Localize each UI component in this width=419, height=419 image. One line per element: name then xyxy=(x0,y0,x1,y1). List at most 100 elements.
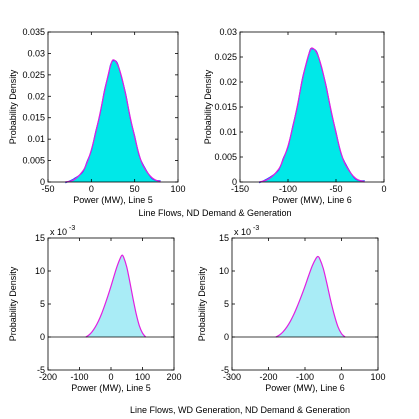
x-tick-label: 0 xyxy=(89,184,94,194)
data-point xyxy=(114,275,115,276)
y-tick-label: 0.035 xyxy=(22,27,45,37)
data-point xyxy=(121,76,122,77)
data-point xyxy=(308,275,309,276)
y-tick-label: 5 xyxy=(40,299,45,309)
data-point xyxy=(304,286,305,287)
data-point xyxy=(279,334,280,335)
data-point xyxy=(95,132,96,133)
axes-box xyxy=(47,31,179,183)
data-point xyxy=(321,66,322,67)
y-tick-label: 0 xyxy=(40,177,45,187)
data-point xyxy=(130,117,131,118)
y-axis-label: Probability Density xyxy=(8,266,18,341)
fitted-density-curve xyxy=(85,254,147,338)
chart-top-right: -150 -100 -50 0 0 0.005 0.01 0.015 0.02 0.025 0.03… xyxy=(203,27,387,205)
data-point xyxy=(143,166,144,167)
y-tick-label: 0.015 xyxy=(22,113,45,123)
data-point xyxy=(307,59,308,60)
y-tick-label: 15 xyxy=(35,233,45,243)
data-point xyxy=(312,265,313,266)
data-point xyxy=(309,50,310,51)
data-point xyxy=(125,96,126,97)
y-tick-label: 5 xyxy=(224,299,229,309)
y-axis-label: Probability Density xyxy=(203,69,213,144)
data-point xyxy=(129,282,130,283)
y-exponent-power: -3 xyxy=(69,225,75,232)
data-point xyxy=(355,177,356,178)
data-point xyxy=(297,305,298,306)
data-point xyxy=(138,154,139,155)
x-tick-label: -100 xyxy=(279,184,297,194)
data-point xyxy=(120,257,121,258)
data-point xyxy=(345,164,346,165)
data-point xyxy=(297,104,298,105)
data-point xyxy=(315,258,316,259)
x-tick-label: -200 xyxy=(39,372,57,382)
y-tick-label: -5 xyxy=(221,365,229,375)
y-exponent-label: x 10 xyxy=(50,227,67,237)
y-tick-label: 0.01 xyxy=(219,127,237,137)
fitted-density-curve xyxy=(275,255,346,338)
data-point xyxy=(126,266,127,267)
y-axis-label: Probability Density xyxy=(8,69,18,144)
data-point xyxy=(319,258,320,259)
x-axis-label: Power (MW), Line 6 xyxy=(272,195,352,205)
data-point xyxy=(292,126,293,127)
data-point xyxy=(108,72,109,73)
data-point xyxy=(73,179,74,180)
y-tick-label: 0.03 xyxy=(27,48,45,58)
data-point xyxy=(104,91,105,92)
data-point xyxy=(139,325,140,326)
y-axis-label: Probability Density xyxy=(197,266,207,341)
data-point xyxy=(82,171,83,172)
x-tick-label: 50 xyxy=(130,184,140,194)
x-tick-label: 0 xyxy=(381,184,386,194)
data-point xyxy=(136,313,137,314)
data-point xyxy=(112,59,113,60)
data-point xyxy=(123,257,124,258)
x-tick-label: 0 xyxy=(339,372,344,382)
x-tick-label: 0 xyxy=(108,372,113,382)
y-exponent-power: -3 xyxy=(253,225,259,232)
data-point xyxy=(117,265,118,266)
y-tick-label: 15 xyxy=(219,233,229,243)
data-point xyxy=(104,305,105,306)
y-tick-label: 0.02 xyxy=(27,91,45,101)
data-point xyxy=(278,169,279,170)
data-point xyxy=(326,283,327,284)
data-point xyxy=(142,332,143,333)
data-point xyxy=(326,87,327,88)
data-point xyxy=(337,326,338,327)
data-point xyxy=(88,334,89,335)
y-tick-label: 0 xyxy=(224,332,229,342)
data-point xyxy=(121,255,122,256)
x-tick-label: -300 xyxy=(223,372,241,382)
x-tick-label: -100 xyxy=(70,372,88,382)
x-axis-label: Power (MW), Line 6 xyxy=(265,383,345,393)
x-tick-label: -100 xyxy=(296,372,314,382)
data-point xyxy=(117,64,118,65)
data-point xyxy=(91,149,92,150)
y-tick-label: -5 xyxy=(37,365,45,375)
y-tick-label: 0.03 xyxy=(219,27,237,37)
y-tick-label: 0.005 xyxy=(214,152,237,162)
x-tick-label: 100 xyxy=(170,184,185,194)
x-tick-label: -150 xyxy=(231,184,249,194)
data-point xyxy=(110,66,111,67)
data-point xyxy=(287,145,288,146)
data-point xyxy=(330,299,331,300)
data-point xyxy=(331,110,332,111)
y-tick-label: 10 xyxy=(219,266,229,276)
density-area xyxy=(65,59,161,182)
data-point xyxy=(107,295,108,296)
data-point xyxy=(268,178,269,179)
data-point xyxy=(110,286,111,287)
y-tick-label: 0 xyxy=(232,177,237,187)
y-tick-label: 10 xyxy=(35,266,45,276)
data-point xyxy=(283,331,284,332)
fitted-density-curve xyxy=(259,47,366,183)
x-tick-label: 100 xyxy=(370,372,385,382)
y-tick-label: 0.025 xyxy=(214,52,237,62)
data-point xyxy=(98,321,99,322)
